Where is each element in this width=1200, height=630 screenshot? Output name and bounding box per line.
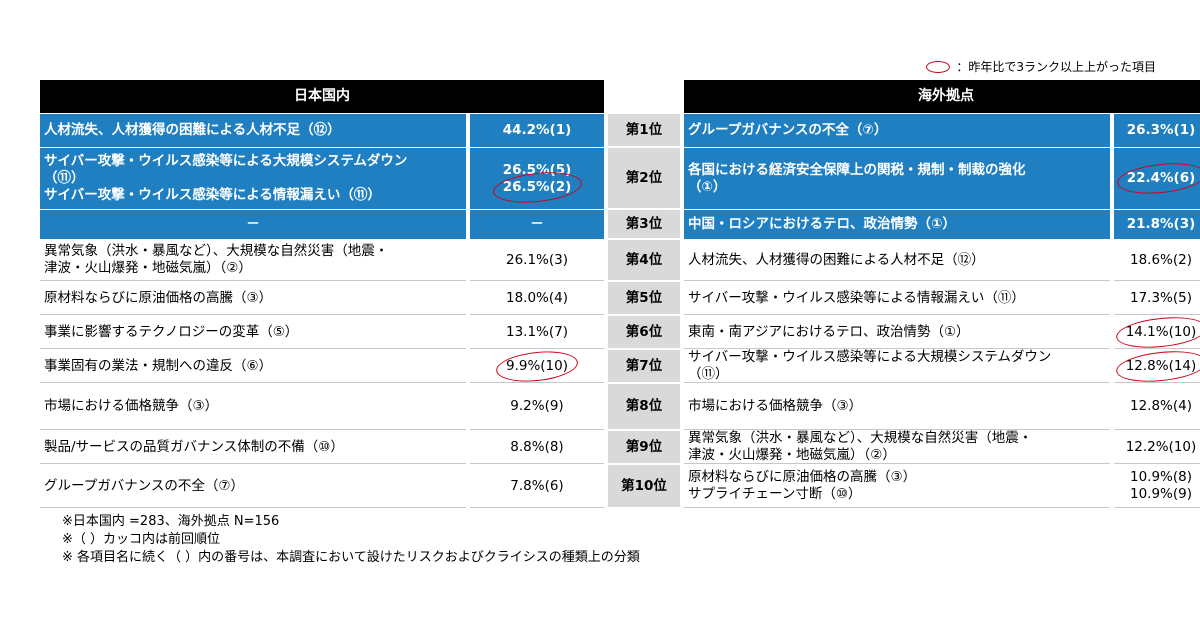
overseas-value-4: 18.6%(2) <box>1114 240 1200 281</box>
domestic-item-2: サイバー攻撃・ウイルス感染等による大規模システムダウン （⑪） サイバー攻撃・ウ… <box>40 148 466 209</box>
domestic-item-3: － <box>40 210 466 239</box>
domestic-value-7: 9.9%(10) <box>470 350 604 383</box>
rank-up-circle: 12.8%(14) <box>1125 357 1197 374</box>
domestic-item-9: 製品/サービスの品質ガバナンス体制の不備（⑩） <box>40 431 466 464</box>
domestic-item-6: 事業に影響するテクノロジーの変革（⑤） <box>40 316 466 349</box>
legend-text: ：昨年比で3ランク以上上がった項目 <box>956 60 1156 74</box>
rank-1: 第1位 <box>608 114 680 147</box>
rank-up-circle: 9.9%(10) <box>505 357 568 374</box>
rank-header-spacer <box>608 80 680 113</box>
overseas-item-9: 異常気象（洪水・暴風など）、大規模な自然災害（地震・ 津波・火山爆発・地磁気嵐）… <box>684 430 1110 464</box>
domestic-header: 日本国内 <box>40 80 604 113</box>
domestic-item-1: 人材流失、人材獲得の困難による人材不足（⑫） <box>40 114 466 147</box>
overseas-item-7: サイバー攻撃・ウイルス感染等による大規模システムダウン （⑪） <box>684 349 1110 383</box>
overseas-value-2: 22.4%(6) <box>1114 148 1200 209</box>
overseas-value-1: 26.3%(1) <box>1114 114 1200 147</box>
overseas-value-8: 12.8%(4) <box>1114 384 1200 430</box>
domestic-value-5: 18.0%(4) <box>470 282 604 315</box>
domestic-value-4: 26.1%(3) <box>470 240 604 281</box>
domestic-item-8: 市場における価格競争（③） <box>40 384 466 430</box>
rank-5: 第5位 <box>608 282 680 315</box>
overseas-value-10: 10.9%(8) 10.9%(9) <box>1114 465 1200 508</box>
rank-up-circle: 26.5%(2) <box>502 178 572 195</box>
rank-4: 第4位 <box>608 240 680 281</box>
overseas-value-6: 14.1%(10) <box>1114 316 1200 349</box>
overseas-item-8: 市場における価格競争（③） <box>684 384 1110 430</box>
overseas-header: 海外拠点 <box>684 80 1200 113</box>
overseas-value-9: 12.2%(10) <box>1114 431 1200 464</box>
overseas-item-1: グループガバナンスの不全（⑦） <box>684 114 1110 147</box>
rank-3: 第3位 <box>608 210 680 239</box>
overseas-item-4: 人材流失、人材獲得の困難による人材不足（⑫） <box>684 240 1110 281</box>
overseas-item-6: 東南・南アジアにおけるテロ、政治情勢（①） <box>684 316 1110 349</box>
domestic-value-3: － <box>470 210 604 239</box>
legend: ：昨年比で3ランク以上上がった項目 <box>926 58 1156 75</box>
footnotes: ※日本国内 =283、海外拠点 N=156 ※（ ）カッコ内は前回順位 ※ 各項… <box>62 513 640 567</box>
overseas-value-7: 12.8%(14) <box>1114 350 1200 383</box>
domestic-item-7: 事業固有の業法・規制への違反（⑥） <box>40 350 466 383</box>
domestic-value-10: 7.8%(6) <box>470 465 604 508</box>
domestic-value-9: 8.8%(8) <box>470 431 604 464</box>
rank-2: 第2位 <box>608 148 680 209</box>
domestic-item-10: グループガバナンスの不全（⑦） <box>40 465 466 508</box>
domestic-value-8: 9.2%(9) <box>470 384 604 430</box>
overseas-item-2: 各国における経済安全保障上の関税・規制・制裁の強化 （①） <box>684 148 1110 209</box>
overseas-item-5: サイバー攻撃・ウイルス感染等による情報漏えい（⑪） <box>684 282 1110 315</box>
domestic-value-2: 26.5%(5) 26.5%(2) <box>470 148 604 209</box>
overseas-value-5: 17.3%(5) <box>1114 282 1200 315</box>
rank-up-circle: 22.4%(6) <box>1126 170 1196 187</box>
red-circle-icon <box>926 60 951 73</box>
rank-up-circle: 14.1%(10) <box>1125 323 1197 340</box>
overseas-item-3: 中国・ロシアにおけるテロ、政治情勢（①） <box>684 210 1110 239</box>
rank-8: 第8位 <box>608 384 680 430</box>
rank-9: 第9位 <box>608 431 680 464</box>
rank-10: 第10位 <box>608 465 680 508</box>
footnote: ※（ ）カッコ内は前回順位 <box>62 532 221 547</box>
domestic-item-4: 異常気象（洪水・暴風など）、大規模な自然災害（地震・ 津波・火山爆発・地磁気嵐）… <box>40 240 466 281</box>
footnote: ※日本国内 =283、海外拠点 N=156 <box>62 514 280 529</box>
rank-6: 第6位 <box>608 316 680 349</box>
overseas-value-3: 21.8%(3) <box>1114 210 1200 239</box>
overseas-item-10: 原材料ならびに原油価格の高騰（③） サプライチェーン寸断（⑩） <box>684 465 1110 508</box>
rank-7: 第7位 <box>608 350 680 383</box>
ranking-table: 日本国内 海外拠点 人材流失、人材獲得の困難による人材不足（⑫） 44.2%(1… <box>40 80 1200 555</box>
domestic-item-5: 原材料ならびに原油価格の高騰（③） <box>40 282 466 315</box>
domestic-value-6: 13.1%(7) <box>470 316 604 349</box>
domestic-value-1: 44.2%(1) <box>470 114 604 147</box>
footnote: ※ 各項目名に続く（ ）内の番号は、本調査において設けたリスクおよびクライシスの… <box>62 550 640 565</box>
